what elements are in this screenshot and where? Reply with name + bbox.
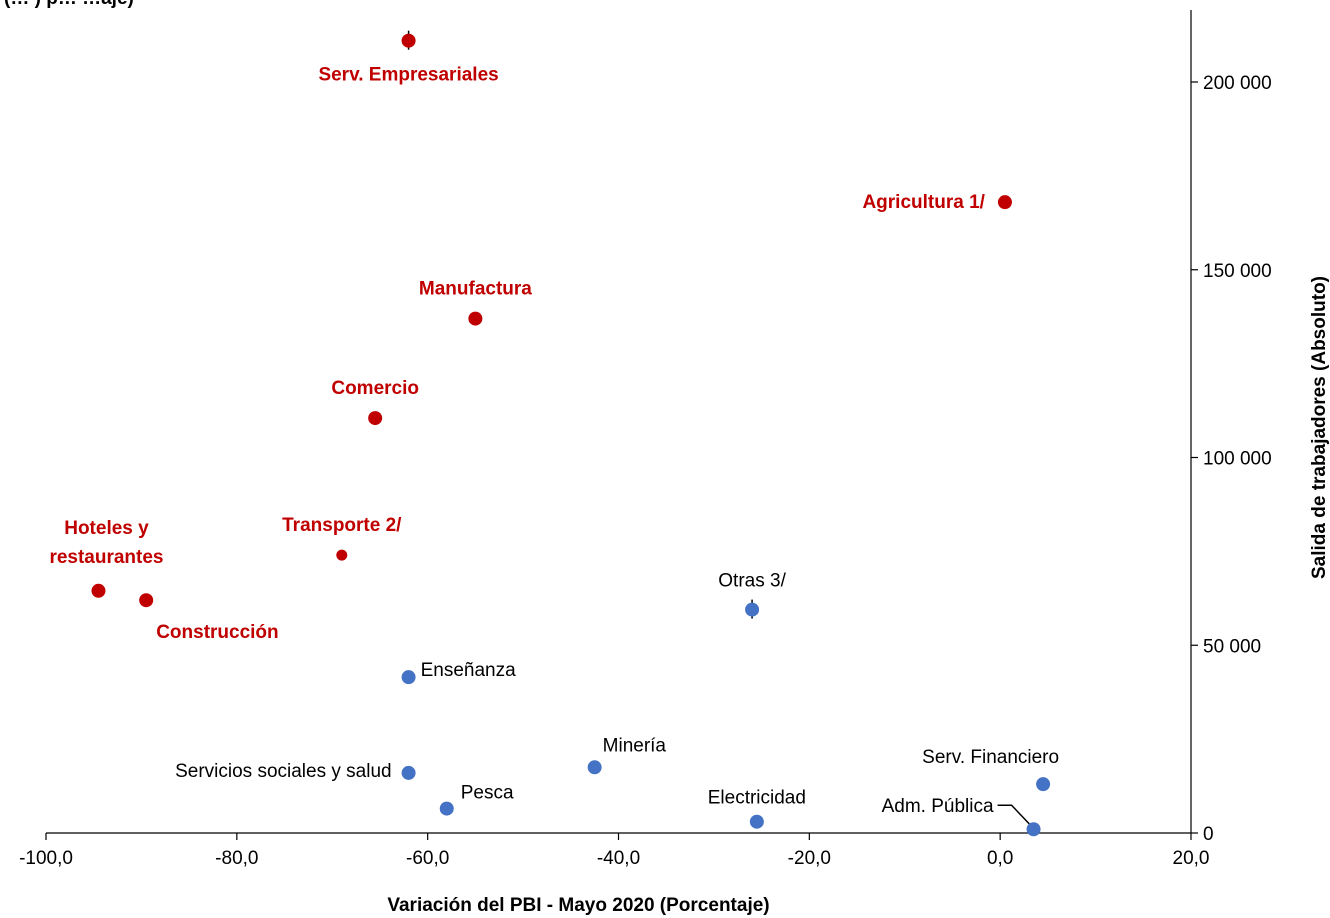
data-label: Agricultura 1/ [862,192,985,213]
data-points [91,30,1051,837]
x-axis-title: Variación del PBI - Mayo 2020 (Porcentaj… [387,895,769,916]
y-tick-label: 200 000 [1203,73,1272,94]
data-label: Enseñanza [421,660,517,681]
data-label: Serv. Empresariales [318,65,498,86]
data-point [401,33,416,48]
data-label-line: Comercio [331,378,419,399]
axes [45,10,1198,840]
tick-labels: -100,0 -80,0 -60,0 -40,0 -20,0 0,0 20,0 0 50 000… [19,73,1272,869]
data-label-line: Manufactura [419,279,532,300]
data-label: Adm. Pública [882,796,994,817]
data-label: Pesca [461,783,514,804]
data-labels: Serv. Empresariales Agricultura 1/Manufac… [49,65,1059,818]
data-point [749,814,764,829]
data-label-line: Serv. Financiero [922,747,1059,768]
data-label: Electricidad [708,788,806,809]
x-tick-label: 20,0 [1173,848,1210,869]
data-point [139,593,154,608]
data-point [587,760,602,775]
x-tick-label: -40,0 [597,848,640,869]
data-label: Otras 3/ [718,571,786,592]
data-point [401,765,416,780]
leader-line [997,804,1032,826]
data-point [91,583,106,598]
data-label-line: Hoteles y [64,518,149,539]
data-label-line: Transporte 2/ [282,515,402,536]
data-label: Minería [603,735,667,756]
data-label-line: Serv. Empresariales [318,65,498,86]
data-label-line: Adm. Pública [882,796,994,817]
data-point [1026,822,1041,837]
y-tick-label: 150 000 [1203,261,1272,282]
data-label-line: restaurantes [49,547,163,568]
data-point [997,195,1012,210]
data-label-line: Minería [603,735,667,756]
data-label-line: Electricidad [708,788,806,809]
data-label-line: Pesca [461,783,514,804]
data-label: Manufactura [419,279,532,300]
data-point [1036,777,1051,792]
data-point [368,411,383,426]
y-tick-label: 100 000 [1203,449,1272,470]
data-label-line: Enseñanza [421,660,517,681]
x-tick-label: -60,0 [406,848,449,869]
data-label-line: Otras 3/ [718,571,786,592]
data-point [336,549,348,561]
data-label-line: Construcción [156,622,278,643]
y-tick-label: 0 [1203,824,1214,845]
data-point [439,801,454,816]
x-tick-label: -80,0 [215,848,258,869]
data-point [468,311,483,326]
y-axis-title: Salida de trabajadores (Absoluto) [1309,276,1330,579]
data-label: Serv. Financiero [922,747,1059,768]
data-label: Hoteles y restaurantes [49,518,163,568]
chart-title-fragment: (… ) p… …aje) [4,0,134,9]
x-tick-label: -100,0 [19,848,73,869]
data-label: Transporte 2/ [282,515,402,536]
data-point [745,602,760,617]
data-label: Comercio [331,378,419,399]
data-point [401,670,416,685]
data-label-line: Agricultura 1/ [862,192,985,213]
x-tick-label: -20,0 [788,848,831,869]
data-label: Servicios sociales y salud [175,761,391,782]
y-tick-label: 50 000 [1203,636,1261,657]
data-label-line: Servicios sociales y salud [175,761,391,782]
data-label: Construcción [156,622,278,643]
x-tick-label: 0,0 [987,848,1013,869]
